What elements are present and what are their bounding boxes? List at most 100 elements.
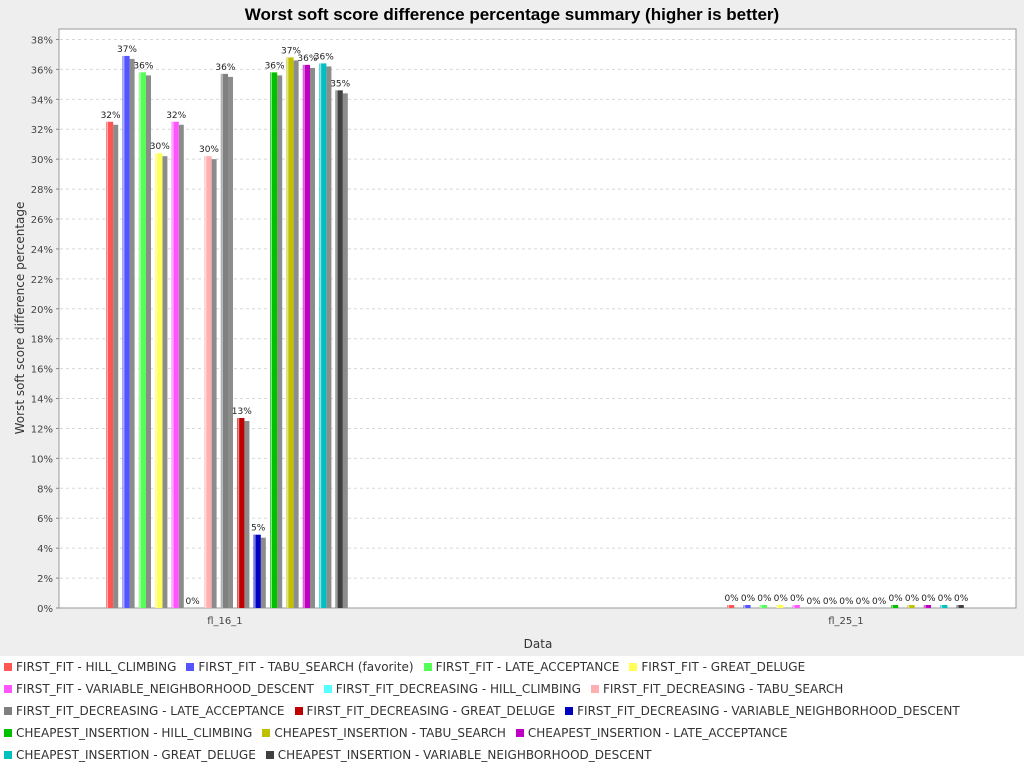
bar-label: 0% bbox=[888, 594, 903, 604]
bar bbox=[237, 417, 245, 608]
bar-highlight bbox=[155, 153, 158, 609]
legend-label: FIRST_FIT - LATE_ACCEPTANCE bbox=[435, 660, 620, 674]
bar bbox=[106, 121, 114, 608]
legend-item: FIRST_FIT - GREAT_DELUGE bbox=[629, 660, 805, 674]
bar-highlight bbox=[221, 73, 223, 608]
bar-highlight bbox=[204, 156, 207, 609]
bar-label: 37% bbox=[117, 45, 137, 55]
bar-shadow bbox=[293, 60, 299, 609]
bar-label: 37% bbox=[281, 46, 301, 56]
y-tick-label: 20% bbox=[31, 305, 53, 316]
bar-label: 0% bbox=[774, 594, 789, 604]
bar-highlight bbox=[760, 605, 762, 608]
bar bbox=[335, 90, 343, 609]
bar bbox=[155, 153, 163, 609]
y-tick-label: 38% bbox=[31, 35, 53, 46]
legend-swatch bbox=[590, 685, 599, 693]
legend-swatch bbox=[186, 663, 195, 671]
plot-area bbox=[58, 28, 1017, 609]
bar bbox=[759, 605, 767, 608]
y-tick-label: 14% bbox=[31, 395, 53, 406]
bar-label: 32% bbox=[101, 111, 121, 121]
legend-label: FIRST_FIT - VARIABLE_NEIGHBORHOOD_DESCEN… bbox=[16, 682, 314, 696]
legend-item: FIRST_FIT_DECREASING - TABU_SEARCH bbox=[590, 682, 844, 696]
bar bbox=[907, 605, 915, 608]
y-tick-label: 36% bbox=[31, 65, 53, 76]
legend-swatch bbox=[4, 729, 12, 737]
bar-shadow bbox=[228, 76, 233, 608]
bar bbox=[319, 63, 327, 609]
bar bbox=[792, 605, 800, 608]
legend-swatch bbox=[423, 663, 432, 671]
legend-row: FIRST_FIT - VARIABLE_NEIGHBORHOOD_DESCEN… bbox=[4, 678, 853, 700]
legend-item: CHEAPEST_INSERTION - HILL_CLIMBING bbox=[4, 726, 252, 740]
legend-label: FIRST_FIT_DECREASING - GREAT_DELUGE bbox=[306, 704, 556, 718]
legend-item: FIRST_FIT - LATE_ACCEPTANCE bbox=[423, 660, 620, 674]
legend-item: CHEAPEST_INSERTION - VARIABLE_NEIGHBORHO… bbox=[265, 748, 652, 762]
bar-label: 0% bbox=[872, 597, 887, 607]
bar-highlight bbox=[122, 55, 125, 608]
legend-label: FIRST_FIT - GREAT_DELUGE bbox=[641, 660, 806, 674]
bar bbox=[171, 121, 179, 608]
bar-highlight bbox=[303, 64, 305, 608]
bar-label: 0% bbox=[185, 597, 200, 607]
y-tick-label: 4% bbox=[37, 544, 53, 555]
bar-highlight bbox=[793, 605, 795, 608]
y-tick-label: 18% bbox=[31, 335, 53, 346]
legend-item: FIRST_FIT - HILL_CLIMBING bbox=[4, 660, 176, 674]
bars bbox=[106, 55, 964, 609]
bar-highlight bbox=[336, 90, 338, 609]
legend-swatch bbox=[4, 751, 12, 759]
bar-label: 0% bbox=[806, 597, 821, 607]
bar-shadow bbox=[326, 66, 332, 609]
legend-item: CHEAPEST_INSERTION - TABU_SEARCH bbox=[262, 726, 506, 740]
bar-label: 30% bbox=[199, 145, 219, 155]
bar bbox=[270, 72, 278, 609]
bar-highlight bbox=[940, 605, 943, 608]
legend-item: FIRST_FIT_DECREASING - HILL_CLIMBING bbox=[323, 682, 581, 696]
legend-item: FIRST_FIT - TABU_SEARCH (favorite) bbox=[186, 660, 414, 674]
bar bbox=[743, 605, 751, 608]
bar bbox=[940, 605, 948, 608]
chart-title: Worst soft score difference percentage s… bbox=[245, 5, 779, 24]
bar-highlight bbox=[286, 57, 289, 609]
bar-label: 13% bbox=[232, 407, 252, 417]
bar-shadow bbox=[244, 420, 250, 608]
bar-highlight bbox=[776, 605, 779, 608]
legend-swatch bbox=[265, 751, 274, 759]
bar-shadow bbox=[162, 156, 168, 609]
y-tick-label: 0% bbox=[37, 604, 53, 615]
chart: Worst soft score difference percentage s… bbox=[13, 5, 1017, 651]
y-axis-ticks: 0% 2% 4% 6% 8% 10% 12% 14% 16% 18% 20% 22% 24% 26% 28%… bbox=[31, 35, 59, 615]
legend-item: CHEAPEST_INSERTION - GREAT_DELUGE bbox=[4, 748, 256, 762]
y-axis-label: Worst soft score difference percentage bbox=[13, 202, 27, 435]
bar-label: 0% bbox=[839, 597, 854, 607]
legend-swatch bbox=[323, 685, 332, 693]
bar-label: 36% bbox=[297, 54, 317, 64]
y-tick-label: 6% bbox=[37, 514, 53, 525]
bar-label: 36% bbox=[215, 63, 235, 73]
bar-highlight bbox=[106, 121, 108, 608]
y-tick-label: 12% bbox=[31, 424, 53, 435]
legend-label: FIRST_FIT_DECREASING - HILL_CLIMBING bbox=[335, 682, 581, 696]
legend-row: FIRST_FIT - HILL_CLIMBING FIRST_FIT - TAB… bbox=[4, 656, 815, 678]
legend-swatch bbox=[4, 685, 12, 693]
legend-label: FIRST_FIT - TABU_SEARCH (favorite) bbox=[198, 660, 414, 674]
legend-label: FIRST_FIT - HILL_CLIMBING bbox=[16, 660, 177, 674]
bar bbox=[956, 605, 964, 608]
y-tick-label: 28% bbox=[31, 185, 53, 196]
legend-label: FIRST_FIT_DECREASING - TABU_SEARCH bbox=[602, 682, 844, 696]
y-tick-label: 30% bbox=[31, 155, 53, 166]
legend-label: FIRST_FIT_DECREASING - LATE_ACCEPTANCE bbox=[16, 704, 285, 718]
bar bbox=[923, 605, 931, 608]
bar-shadow bbox=[342, 93, 348, 609]
y-tick-label: 26% bbox=[31, 215, 53, 226]
bar bbox=[220, 73, 228, 608]
bar-shadow bbox=[146, 75, 151, 609]
bar-label: 35% bbox=[330, 79, 350, 89]
bar-shadow bbox=[310, 67, 315, 608]
y-tick-label: 10% bbox=[31, 454, 53, 465]
legend-row: CHEAPEST_INSERTION - HILL_CLIMBING CHEAPE… bbox=[4, 722, 798, 744]
legend-item: FIRST_FIT - VARIABLE_NEIGHBORHOOD_DESCEN… bbox=[4, 682, 314, 696]
y-tick-label: 8% bbox=[37, 484, 53, 495]
